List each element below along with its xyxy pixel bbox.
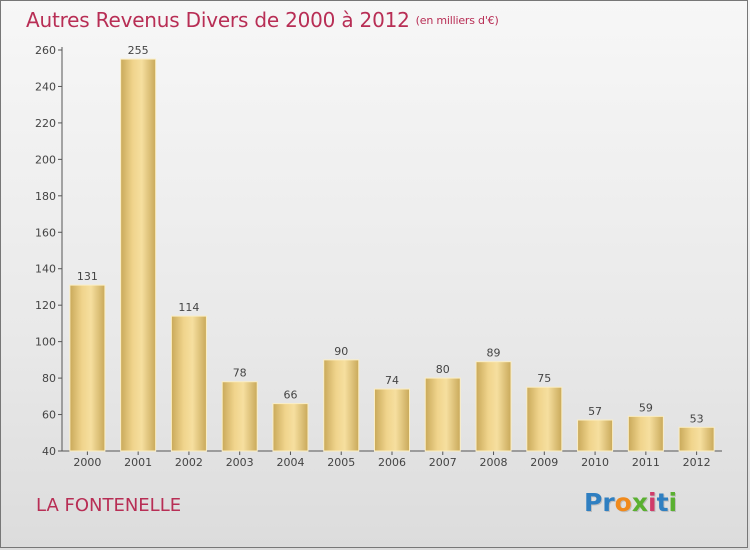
logo-letter: P (584, 488, 603, 517)
x-tick-label: 2005 (327, 456, 355, 469)
logo-letter: i (668, 488, 678, 517)
x-tick-label: 2002 (175, 456, 203, 469)
bar (627, 415, 664, 452)
y-tick-label: 80 (42, 372, 56, 385)
data-label: 75 (537, 372, 551, 385)
chart-title-text: Autres Revenus Divers de 2000 à 2012 (26, 8, 410, 32)
bar (526, 386, 563, 452)
data-label: 66 (283, 389, 297, 402)
bar (272, 403, 309, 452)
y-tick-label: 140 (35, 263, 56, 276)
x-tick-label: 2009 (530, 456, 558, 469)
bar (69, 284, 106, 452)
x-tick-label: 2008 (480, 456, 508, 469)
x-tick-label: 2010 (581, 456, 609, 469)
y-tick-label: 120 (35, 299, 56, 312)
chart-axes: 40 60 80 100 120 140 160 180 200 220 240 260 2000 200… (35, 44, 722, 469)
logo-letter: r (602, 488, 615, 517)
y-tick-label: 200 (35, 153, 56, 166)
bar (577, 419, 614, 452)
x-tick-label: 2004 (276, 456, 304, 469)
x-tick-label: 2011 (632, 456, 660, 469)
x-tick-label: 2001 (124, 456, 152, 469)
chart-data-labels: 131 255 114 78 66 90 74 80 89 75 57 59 53 (77, 44, 704, 425)
bar (120, 58, 157, 452)
y-tick-label: 60 (42, 409, 56, 422)
logo-letter: x (631, 488, 648, 517)
y-tick-label: 160 (35, 226, 56, 239)
chart-title: Autres Revenus Divers de 2000 à 2012 (en … (26, 8, 499, 32)
bar (170, 315, 207, 452)
data-label: 74 (385, 374, 399, 387)
bar (424, 377, 461, 452)
bar (475, 361, 512, 452)
proxiti-logo: Proxiti (584, 488, 677, 517)
data-label: 53 (690, 412, 704, 425)
x-tick-label: 2000 (73, 456, 101, 469)
data-label: 57 (588, 405, 602, 418)
data-label: 89 (487, 347, 501, 360)
bar (323, 359, 360, 452)
x-tick-label: 2012 (683, 456, 711, 469)
data-label: 80 (436, 363, 450, 376)
logo-letter: t (656, 488, 669, 517)
data-label: 114 (178, 301, 199, 314)
x-tick-label: 2003 (226, 456, 254, 469)
x-tick-label: 2006 (378, 456, 406, 469)
y-tick-label: 220 (35, 117, 56, 130)
bar (678, 426, 715, 452)
chart-bars (69, 58, 715, 452)
logo-letter: o (614, 488, 632, 517)
data-label: 90 (334, 345, 348, 358)
y-tick-label: 180 (35, 190, 56, 203)
y-tick-label: 240 (35, 80, 56, 93)
data-label: 59 (639, 401, 653, 414)
data-label: 131 (77, 270, 98, 283)
x-tick-label: 2007 (429, 456, 457, 469)
y-tick-label: 40 (42, 445, 56, 458)
y-tick-label: 100 (35, 336, 56, 349)
data-label: 255 (128, 44, 149, 57)
data-label: 78 (233, 367, 247, 380)
bar (221, 381, 258, 452)
y-tick-label: 260 (35, 44, 56, 57)
commune-name: LA FONTENELLE (36, 495, 182, 516)
bar (374, 388, 410, 452)
chart-subtitle: (en milliers d'€) (415, 14, 499, 27)
logo-letter: i (648, 488, 657, 517)
